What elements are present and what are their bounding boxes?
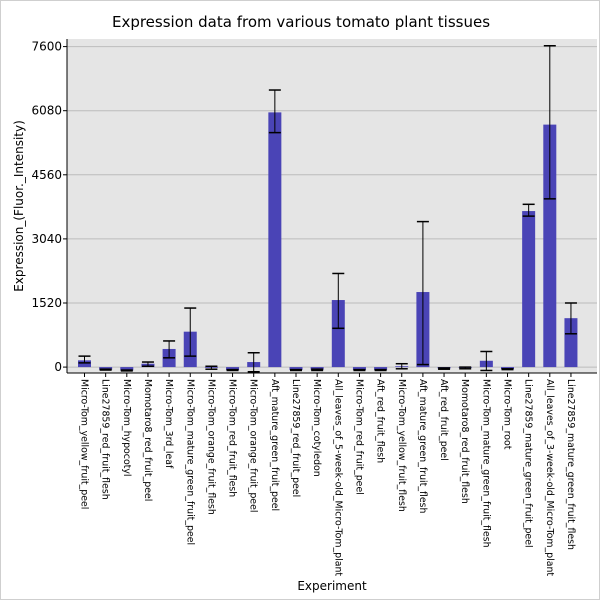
y-tick-label: 6080: [31, 104, 62, 118]
bar: [331, 300, 345, 368]
x-tick-label: Line27859_mature_green_fruit_peel: [523, 379, 534, 548]
x-tick-label: All_leaves_of_3-week-old_Micro-Tom_plant: [544, 379, 555, 576]
bar: [310, 367, 324, 370]
x-axis-ticks: Micro-Tom_yellow_fruit_peel Line27859_red…: [79, 373, 576, 576]
bar: [374, 367, 388, 371]
bar: [78, 360, 91, 368]
x-tick-label: Momotaro8_red_fruit_peel: [142, 379, 153, 501]
bar: [564, 318, 578, 368]
x-tick-label: Micro-Tom_cotyledon: [311, 379, 322, 477]
bar: [522, 211, 536, 368]
x-tick-label: Line27859_mature_green_fruit_flesh: [565, 379, 576, 550]
x-tick-label: Aft_mature_green_fruit_flesh: [417, 379, 428, 514]
x-tick-label: Momotaro8_red_fruit_flesh: [459, 379, 470, 504]
y-axis-ticks: 0 1520 3040 4560 6080 7600: [31, 40, 67, 374]
x-tick-label: Micro-Tom_orange_fruit_flesh: [205, 379, 216, 515]
x-tick-label: Micro-Tom_3rd_leaf: [163, 379, 174, 469]
y-axis-label: Expression_(Fluor._Intensity): [12, 120, 26, 292]
chart-title: Expression data from various tomato plan…: [112, 13, 490, 31]
x-tick-label: Micro-Tom_mature_green_fruit_peel: [184, 379, 195, 545]
x-tick-label: Micro-Tom_hypocotyl: [121, 379, 132, 477]
bar: [99, 367, 113, 370]
bars: [78, 112, 578, 371]
x-tick-label: Line27859_red_fruit_flesh: [100, 379, 111, 500]
x-tick-label: Micro-Tom_mature_green_fruit_flesh: [480, 379, 491, 548]
bar: [226, 367, 240, 371]
bar: [543, 124, 557, 368]
x-tick-label: Micro-Tom_root: [502, 379, 513, 450]
x-tick-label: Aft_mature_green_fruit_peel: [269, 379, 280, 511]
x-tick-label: Line27859_red_fruit_peel: [290, 379, 301, 497]
x-tick-label: Micro-Tom_red_fruit_flesh: [227, 379, 238, 497]
x-tick-label: All_leaves_of_5-week-old_Micro-Tom_plant: [332, 379, 343, 576]
bar: [268, 112, 282, 368]
bar: [289, 367, 303, 371]
x-tick-label: Micro-Tom_yellow_fruit_peel: [79, 379, 90, 509]
x-tick-label: Micro-Tom_yellow_fruit_flesh: [396, 379, 407, 512]
y-tick-label: 1520: [31, 296, 62, 310]
x-tick-label: Aft_red_fruit_peel: [438, 379, 449, 461]
x-axis-label: Experiment: [297, 579, 367, 593]
y-tick-label: 3040: [31, 232, 62, 246]
y-tick-label: 0: [54, 360, 62, 374]
y-tick-label: 7600: [31, 40, 62, 54]
x-tick-label: Micro-Tom_orange_fruit_peel: [248, 379, 259, 512]
bar: [352, 367, 366, 371]
error-bars: [78, 44, 577, 373]
x-tick-label: Aft_red_fruit_flesh: [375, 379, 386, 463]
bar: [120, 367, 134, 371]
y-tick-label: 4560: [31, 168, 62, 182]
x-tick-label: Micro-Tom_red_fruit_peel: [353, 379, 364, 495]
